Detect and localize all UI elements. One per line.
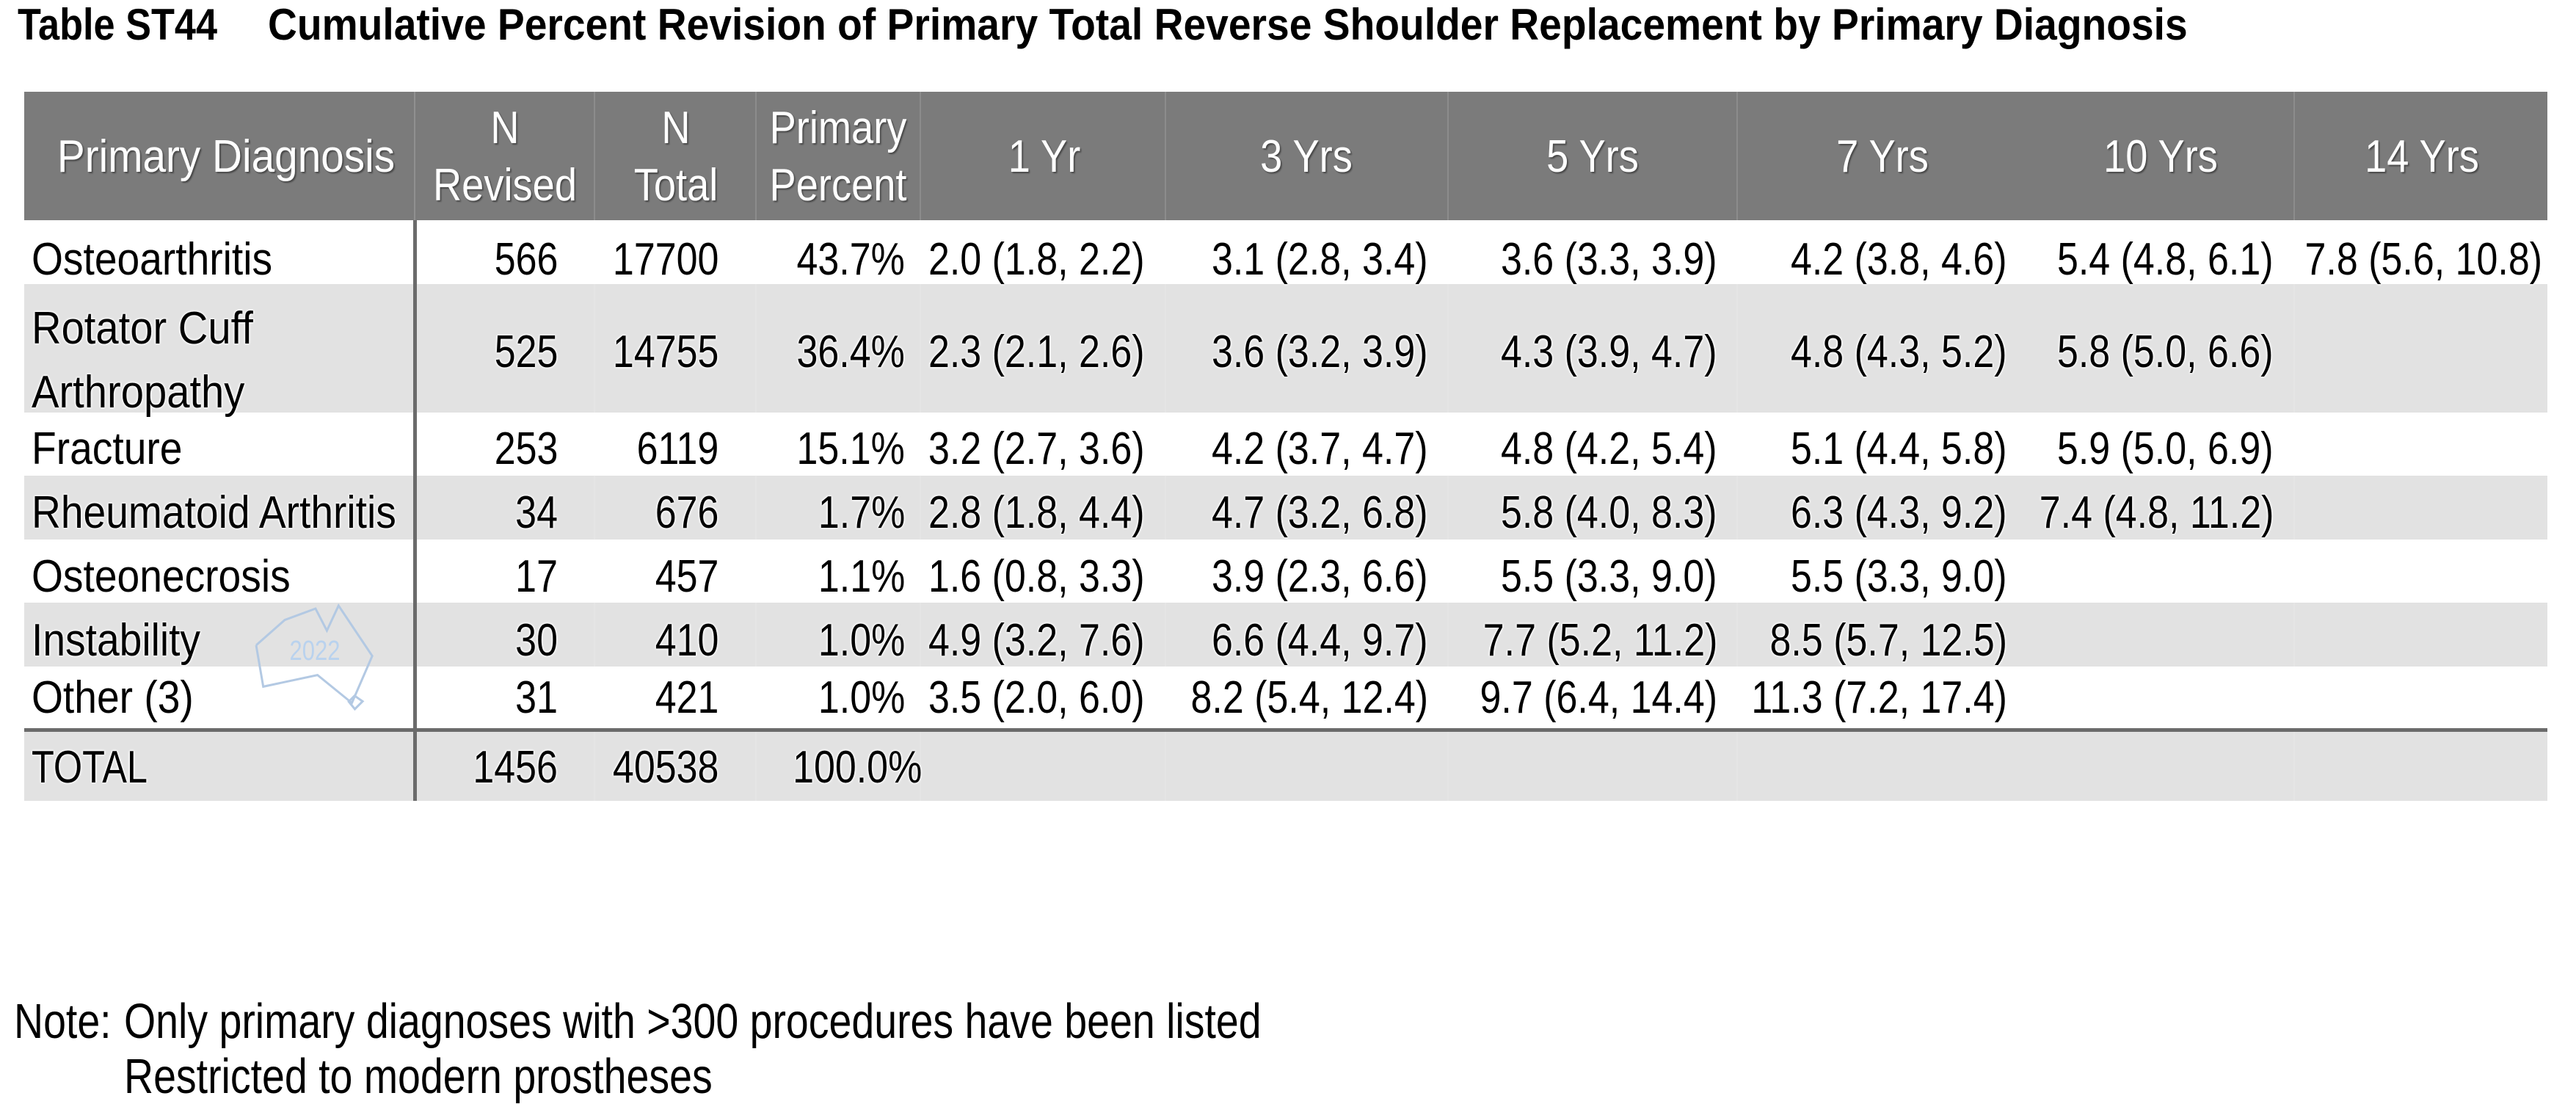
svg-text:2022: 2022 bbox=[290, 636, 341, 667]
